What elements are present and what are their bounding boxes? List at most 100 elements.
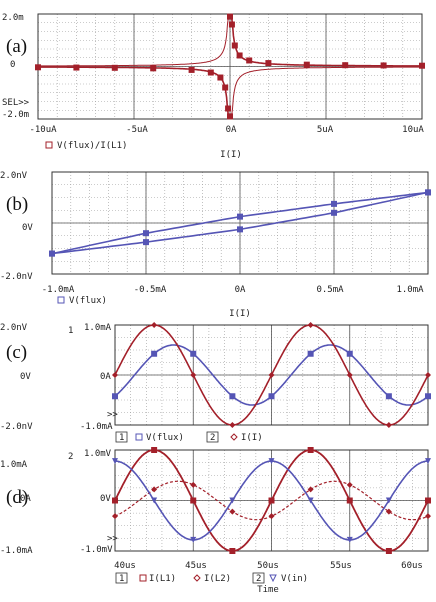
panel-d-label: (d) [6,487,28,508]
panel-a-point-18 [380,62,387,69]
panel-d-ytick-mid: 0A [20,494,31,504]
panel-c-ii-point-5 [307,322,314,328]
panel-c-ii-point-0 [112,372,118,378]
panel-d-xtick-2: 50us [257,561,279,571]
panel-d-vin-point-5 [307,497,314,504]
panel-a-point-11 [228,21,235,28]
panel-b-plot-area [51,171,429,275]
panel-b-legend-label: V(flux) [69,296,107,306]
panel-c-legend-axis1-box [115,431,128,443]
panel-b-point-8 [143,239,149,246]
panel-b-xtick-4: 1.0mA [396,285,424,295]
panel-d-legend-axis2-num: 2 [256,574,261,584]
panel-a-point-4 [188,66,195,73]
panel-c-y2tick-bottom: -1.0mA [80,422,113,432]
panel-a: (a) 2.0m 0 -2.0m SEL>> -10uA -5uA 0A 5uA… [2,13,424,160]
panel-d-legend-vin-swatch [269,574,277,583]
panel-a-ytick-mid: 0 [10,60,15,70]
panel-c-sel-marker: >> [107,410,118,420]
panel-a-point-6 [217,74,224,81]
panel-c-plot-area [114,324,429,426]
panel-c-ii-point-3 [229,422,236,428]
panel-c-vflux-point-6 [346,350,353,357]
panel-d-axis2-mark: 2 [68,452,73,462]
panel-c-legend-axis2-num: 2 [210,433,215,443]
panel-c-ii-point-1 [151,322,158,328]
panel-c-ii-point-2 [190,372,197,378]
panel-d-il1-point-1 [151,447,158,453]
panel-c-legend-ii-swatch [230,433,238,441]
panel-b-frame [51,171,429,275]
panel-d-vin-point-6 [346,536,353,543]
panel-c-legend-axis1-num: 1 [119,433,124,443]
panel-d-il2-point-5 [307,486,314,493]
panel-c-vflux-point-4 [268,393,275,400]
panel-d-vin-point-0 [112,458,118,465]
panel-d-il1-point-8 [425,497,431,504]
panel-b-point-5 [425,189,431,196]
panel-d-vin-point-8 [425,458,431,465]
panel-d-vin-point-4 [268,458,275,465]
panel-c-ytick-bottom: -2.0nV [0,422,33,432]
panel-a-point-2 [111,64,118,71]
panel-d-il1-point-6 [346,497,353,504]
panel-a-point-7 [222,84,229,91]
panel-a-point-10 [227,13,233,20]
panel-d-il2-point-4 [268,513,275,520]
panel-a-ytick-top: 2.0m [2,13,24,23]
panel-a-sel-marker: SEL>> [2,98,30,108]
panel-d-il1-point-4 [268,497,275,504]
panel-a-legend-swatch [45,141,53,149]
panel-d-il2-point-0 [112,513,118,520]
panel-c-vflux-point-1 [151,350,158,357]
panel-d-legend-vin-label: V(in) [281,574,308,584]
panel-c-legend-vflux-swatch [135,433,143,441]
panel-a-label: (a) [6,36,27,57]
panel-d-il2-point-2 [190,481,197,488]
panel-b-ytick-bottom: -2.0nV [0,272,33,282]
panel-a-point-5 [207,69,214,76]
panel-c-legend-axis2-box [206,431,219,443]
panel-c-label: (c) [6,342,27,363]
panel-c: (c) 2.0nV 0V -2.0nV 1 1.0mA 0A -1.0mA >>… [0,323,263,443]
panel-b-xtick-0: -1.0mA [42,285,75,295]
panel-a-xtick-2: 0A [226,125,237,135]
panel-a-point-16 [303,61,310,68]
panel-d-il2-point-1 [151,486,158,493]
panel-d-il1-point-3 [229,548,236,554]
panel-d-xtick-1: 45us [185,561,207,571]
panel-c-ii-point-4 [268,372,275,378]
panel-d-vin-point-2 [190,536,197,543]
panel-c-legend-ii-label: I(I) [241,433,263,443]
panel-b-ytick-mid: 0V [22,223,33,233]
panel-b-xtick-2: 0A [235,285,246,295]
panel-a-series-branch-pos-mirror [231,66,422,117]
panel-c-ytick-top: 2.0nV [0,323,28,333]
panel-b-point-1 [143,230,149,237]
panel-a-ytick-bottom: -2.0m [2,110,29,120]
panel-a-series-branch-neg [38,66,230,117]
panel-c-ytick-mid: 0V [20,372,31,382]
panel-d-il1-point-5 [307,447,314,453]
panel-c-vflux-point-2 [190,350,197,357]
panel-a-point-13 [236,52,243,59]
panel-d-ytick-bottom: -1.0mA [0,546,33,556]
panel-c-ii-point-7 [385,422,392,428]
panel-c-axis1-mark: 1 [68,326,73,336]
panel-a-xtick-0: -10uA [29,125,57,135]
panel-c-vflux-point-7 [385,393,392,400]
panel-d: (d) 1.0mA 0A -1.0mA 2 1.0mV 0V -1.0mV >>… [0,449,423,595]
panel-b-point-2 [237,213,243,220]
panel-b-point-7 [237,226,243,233]
panel-d-legend-il2-swatch [193,574,201,582]
panel-c-vflux-point-3 [229,393,236,400]
panel-d-legend-axis1-box [115,572,128,584]
panel-a-point-8 [225,105,232,112]
panel-b-point-6 [331,209,337,216]
panel-d-xtick-3: 55us [330,561,352,571]
panel-a-point-0 [35,64,41,71]
panel-b-ytick-top: 2.0nV [0,171,28,181]
panel-a-xtick-3: 5uA [317,125,334,135]
panel-c-vflux-point-8 [425,393,431,400]
panel-b-legend-swatch [57,296,65,304]
